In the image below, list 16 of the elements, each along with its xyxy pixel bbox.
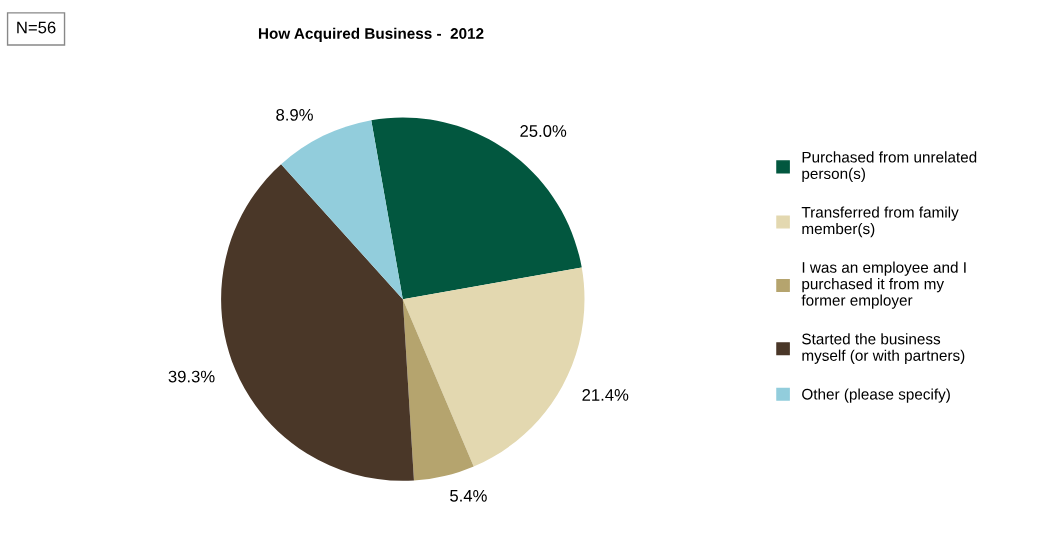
data-label: 21.4% (582, 389, 629, 401)
legend-label: Transferred from family member(s) (801, 206, 959, 238)
pie-slice (402, 299, 474, 481)
legend-label: Purchased from unrelated person(s) (802, 151, 977, 183)
legend-label: I was an employee and I purchased it from my former employer (801, 261, 966, 309)
data-label: 8.9% (276, 108, 313, 121)
pie-slice (281, 120, 403, 300)
data-label: 5.4% (450, 490, 487, 502)
chart-title: How Acquired Business - 2012 (258, 27, 484, 42)
data-label: 25.0% (520, 125, 567, 137)
data-label: 39.3% (168, 370, 215, 383)
legend-label: Started the business myself (or with partners) (802, 333, 965, 364)
pie-slice (221, 164, 414, 481)
legend-label: Other (please specify) (802, 388, 950, 403)
text: N=56 (17, 21, 56, 34)
pie-slice (371, 117, 582, 300)
